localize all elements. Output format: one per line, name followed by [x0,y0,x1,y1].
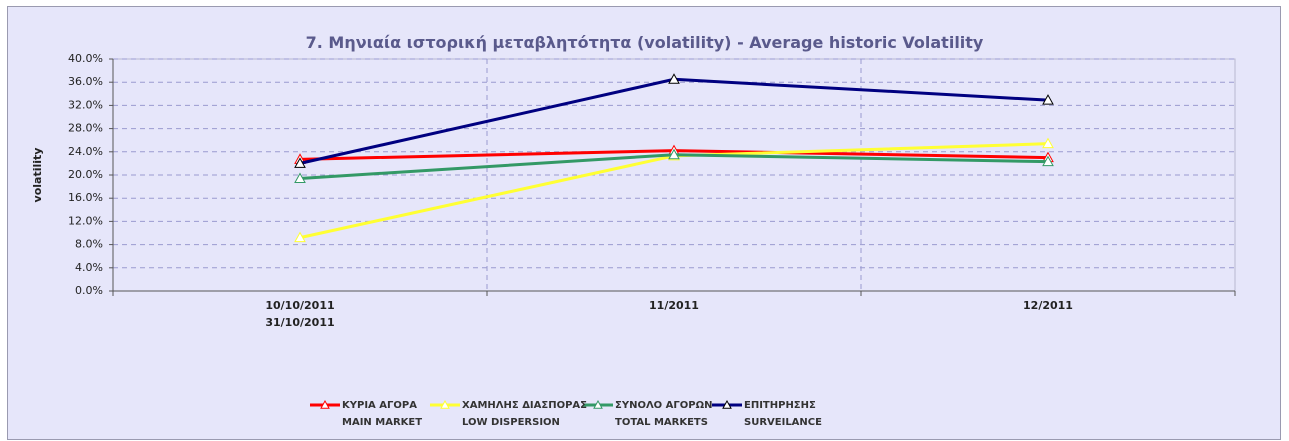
data-point [1042,137,1054,149]
legend-label: ΣΥΝΟΛΟ ΑΓΟΡΩΝ TOTAL MARKETS [615,400,713,428]
y-tick-label: 28.0% [68,122,103,135]
y-tick-label: 32.0% [68,98,103,111]
y-tick-label: 20.0% [68,168,103,181]
legend-label: ΚΥΡΙΑ ΑΓΟΡΑ MAIN MARKET [342,400,423,428]
y-tick-label: 4.0% [75,261,103,274]
legend-marker [722,399,732,409]
y-tick-label: 16.0% [68,191,103,204]
legend-label: ΧΑΜΗΛΗΣ ΔΙΑΣΠΟΡΑΣ LOW DISPERSION [462,400,587,428]
data-point [668,148,680,160]
data-point [294,172,306,183]
chart-area [7,6,1281,440]
legend-label: ΕΠΙΤΗΡΗΣΗΣ SURVEILANCE [744,400,822,428]
data-point [668,73,680,84]
y-axis-label: volatility [31,148,44,203]
data-point [1042,155,1054,167]
x-tick-label: 12/2011 [1023,299,1073,312]
x-tick-label: 11/2011 [649,299,699,312]
chart-title: 7. Μηνιαία ιστορική μεταβλητότητα (volat… [305,33,984,52]
x-tick-label: 10/10/2011 31/10/2011 [265,299,335,329]
y-tick-label: 0.0% [75,284,103,297]
legend-marker [593,399,603,409]
data-point [294,231,306,243]
data-point [1042,94,1054,105]
y-tick-label: 24.0% [68,145,103,158]
y-tick-label: 8.0% [75,238,103,251]
y-tick-label: 12.0% [68,214,103,227]
legend-marker [440,399,450,409]
legend-marker [320,399,330,409]
y-tick-label: 40.0% [68,52,103,65]
y-tick-label: 36.0% [68,75,103,88]
data-point [294,157,306,168]
